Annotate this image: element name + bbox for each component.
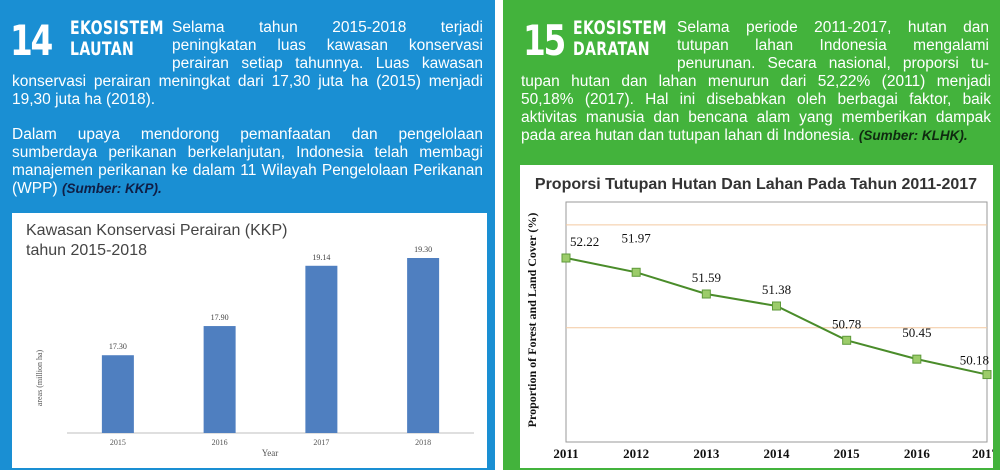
- data-point: [631, 267, 641, 277]
- bar-value-label: 19.14: [312, 253, 330, 262]
- plot-area-border: [565, 201, 988, 443]
- x-tick-label: 2015: [834, 446, 861, 461]
- line-marks: 52.22 2011 51.97 2012 51.59 2013 51.38 2014 50.7…: [553, 224, 999, 461]
- section-number: 14: [10, 16, 53, 65]
- source-citation: (Sumber: KLHK).: [858, 128, 968, 143]
- panel-ekosistem-daratan: 15 EKOSISTEM DARATAN Selama periode 2011…: [503, 0, 1000, 470]
- intro-line: Selama tahun 2015-2018 terjadi: [172, 19, 483, 36]
- intro-line: perairan setiap tahunnya. Luas kawasan: [172, 55, 483, 72]
- intro-line: tutupan lahan Indonesia mengalami: [677, 37, 989, 54]
- series-line: [565, 257, 988, 376]
- paragraph-continuation: tupan hutan dan lahan menurun dari 52,22…: [521, 73, 991, 145]
- x-axis-label: Year: [262, 448, 279, 458]
- bar-value-label: 17.30: [109, 342, 127, 351]
- intro-line: peningkatan luas kawasan konservasi: [172, 37, 483, 54]
- data-point: [912, 354, 922, 364]
- bar: [407, 258, 440, 433]
- bar: [305, 265, 338, 433]
- x-tick-label: 2015: [110, 438, 126, 447]
- data-label: 52.22: [570, 234, 599, 249]
- chart-title: Kawasan Konservasi Perairan (KKP): [26, 222, 287, 239]
- x-tick-label: 2016: [904, 446, 931, 461]
- bar-value-label: 19.30: [414, 245, 432, 254]
- x-tick-label: 2017: [313, 438, 329, 447]
- data-point: [561, 253, 571, 263]
- data-label: 51.38: [762, 282, 791, 297]
- data-point: [982, 370, 992, 380]
- chart-subtitle: tahun 2015-2018: [26, 242, 147, 259]
- bar-chart-svg: Kawasan Konservasi Perairan (KKP) tahun …: [26, 222, 474, 458]
- intro-line: penurunan. Secara nasional, proporsi tu-: [677, 55, 989, 72]
- data-label: 50.18: [960, 353, 989, 368]
- section-title-line1: EKOSISTEM: [573, 17, 667, 39]
- data-point: [842, 335, 852, 345]
- section-title-line2: LAUTAN: [70, 38, 135, 60]
- intro-paragraph: Selama periode 2011-2017, hutan dan tutu…: [677, 19, 989, 73]
- section-title-line2: DARATAN: [573, 38, 650, 60]
- data-label: 51.59: [692, 270, 721, 285]
- panel-ekosistem-lautan: 14 EKOSISTEM LAUTAN Selama tahun 2015-20…: [0, 0, 495, 470]
- data-point: [701, 289, 711, 299]
- intro-line: Selama periode 2011-2017, hutan dan: [677, 19, 989, 36]
- x-tick-label: 2013: [693, 446, 720, 461]
- x-tick-label: 2011: [553, 446, 578, 461]
- data-label: 51.97: [622, 230, 652, 245]
- paragraph-text: tupan hutan dan lahan menurun dari 52,22…: [521, 73, 991, 144]
- x-tick-label: 2012: [623, 446, 649, 461]
- paragraph-continuation: konservasi perairan meningkat dari 17,30…: [12, 73, 483, 108]
- data-label: 50.45: [902, 325, 931, 340]
- bar-chart-kkp: Kawasan Konservasi Perairan (KKP) tahun …: [12, 213, 487, 468]
- y-axis-label: areas (million ha): [35, 349, 44, 406]
- x-tick-label: 2018: [415, 438, 431, 447]
- section-title-line1: EKOSISTEM: [70, 17, 164, 39]
- section-number: 15: [523, 16, 566, 65]
- bar: [203, 326, 236, 433]
- paragraph-wpp-text: Dalam upaya mendorong pemanfaatan dan pe…: [12, 126, 483, 197]
- source-citation: (Sumber: KKP).: [61, 181, 162, 196]
- intro-paragraph: Selama tahun 2015-2018 terjadi peningkat…: [172, 19, 483, 73]
- x-tick-label: 2014: [764, 446, 791, 461]
- data-label: 50.78: [832, 316, 861, 331]
- paragraph-wpp: Dalam upaya mendorong pemanfaatan dan pe…: [12, 126, 483, 198]
- line-chart-forest: Proporsi Tutupan Hutan Dan Lahan Pada Ta…: [520, 165, 999, 468]
- bar-marks: 17.30 2015 17.90 2016 19.14 2017 19.30 2018: [101, 245, 440, 447]
- data-point: [772, 301, 781, 311]
- chart-title: Proporsi Tutupan Hutan Dan Lahan Pada Ta…: [535, 176, 977, 193]
- x-tick-label: 2017: [972, 446, 993, 461]
- y-axis-label: Proportion of Forest and Land Cover (%): [525, 213, 539, 428]
- bar-value-label: 17.90: [211, 313, 229, 322]
- bar: [101, 355, 134, 433]
- line-chart-svg: Proporsi Tutupan Hutan Dan Lahan Pada Ta…: [525, 176, 999, 461]
- x-tick-label: 2016: [212, 438, 228, 447]
